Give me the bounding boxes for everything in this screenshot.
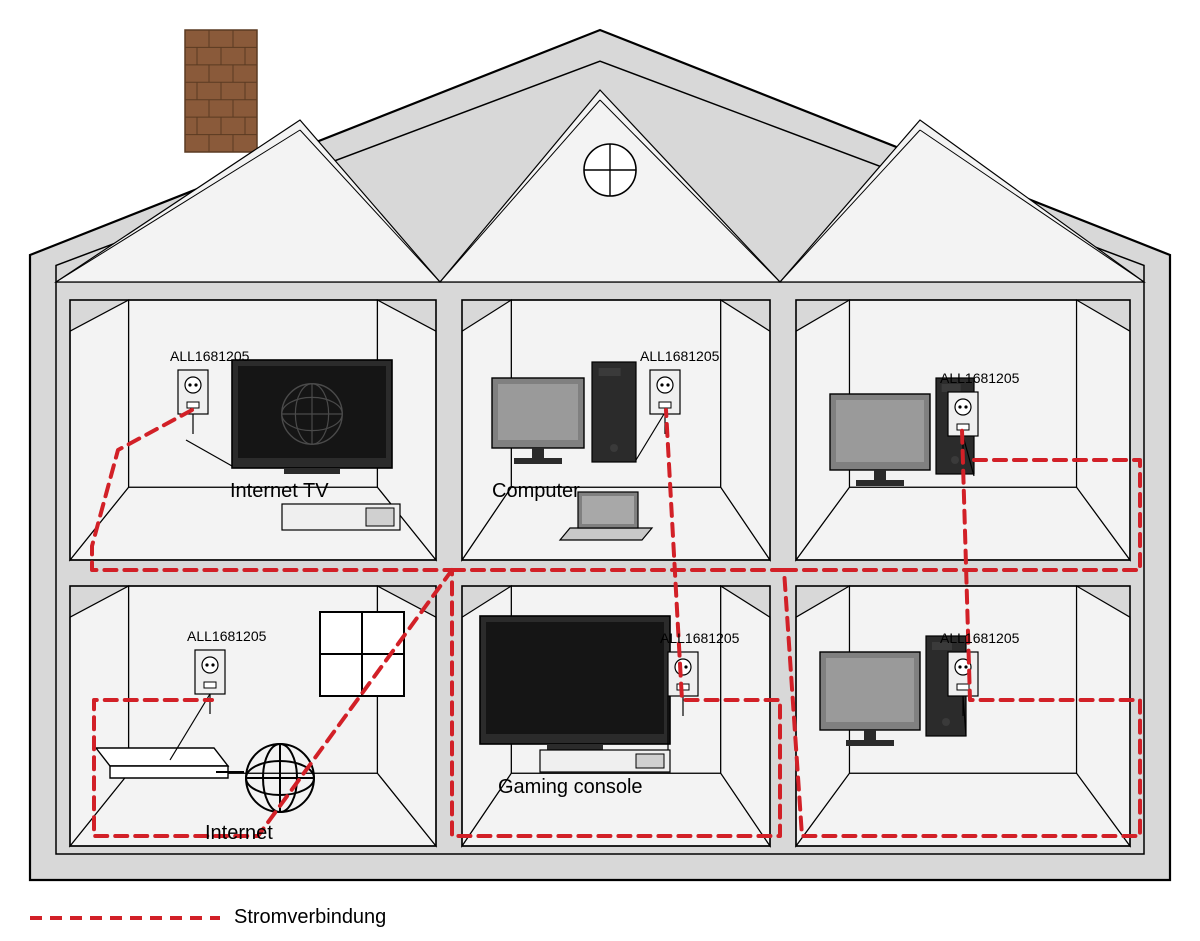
chimney bbox=[185, 30, 257, 152]
adapter-model-label: ALL1681205 bbox=[640, 348, 719, 364]
room-bottom-left bbox=[70, 586, 436, 846]
gaming-label: Gaming console bbox=[498, 776, 643, 799]
adapter-model-label: ALL1681205 bbox=[170, 348, 249, 364]
legend-label: Stromverbindung bbox=[234, 906, 386, 929]
diagram-stage: ALL1681205 ALL1681205 ALL1681205 ALL1681205… bbox=[0, 0, 1200, 941]
internet_tv-label: Internet TV bbox=[230, 480, 329, 503]
console bbox=[540, 750, 670, 772]
router bbox=[96, 748, 228, 778]
console bbox=[282, 504, 400, 530]
tv bbox=[480, 616, 670, 750]
tv bbox=[232, 360, 392, 474]
computer-label: Computer bbox=[492, 480, 580, 503]
adapter-model-label: ALL1681205 bbox=[940, 370, 1019, 386]
adapter-model-label: ALL1681205 bbox=[660, 630, 739, 646]
internet-label: Internet bbox=[205, 822, 273, 845]
globe-icon bbox=[246, 744, 314, 812]
adapter-model-label: ALL1681205 bbox=[940, 630, 1019, 646]
room-top-center bbox=[462, 300, 770, 560]
room-bottom-center bbox=[462, 586, 770, 846]
room-top-left bbox=[70, 300, 436, 560]
adapter-model-label: ALL1681205 bbox=[187, 628, 266, 644]
house-powerline-diagram bbox=[0, 0, 1200, 941]
pc-tower bbox=[592, 362, 636, 462]
room-bottom-right bbox=[796, 586, 1130, 846]
